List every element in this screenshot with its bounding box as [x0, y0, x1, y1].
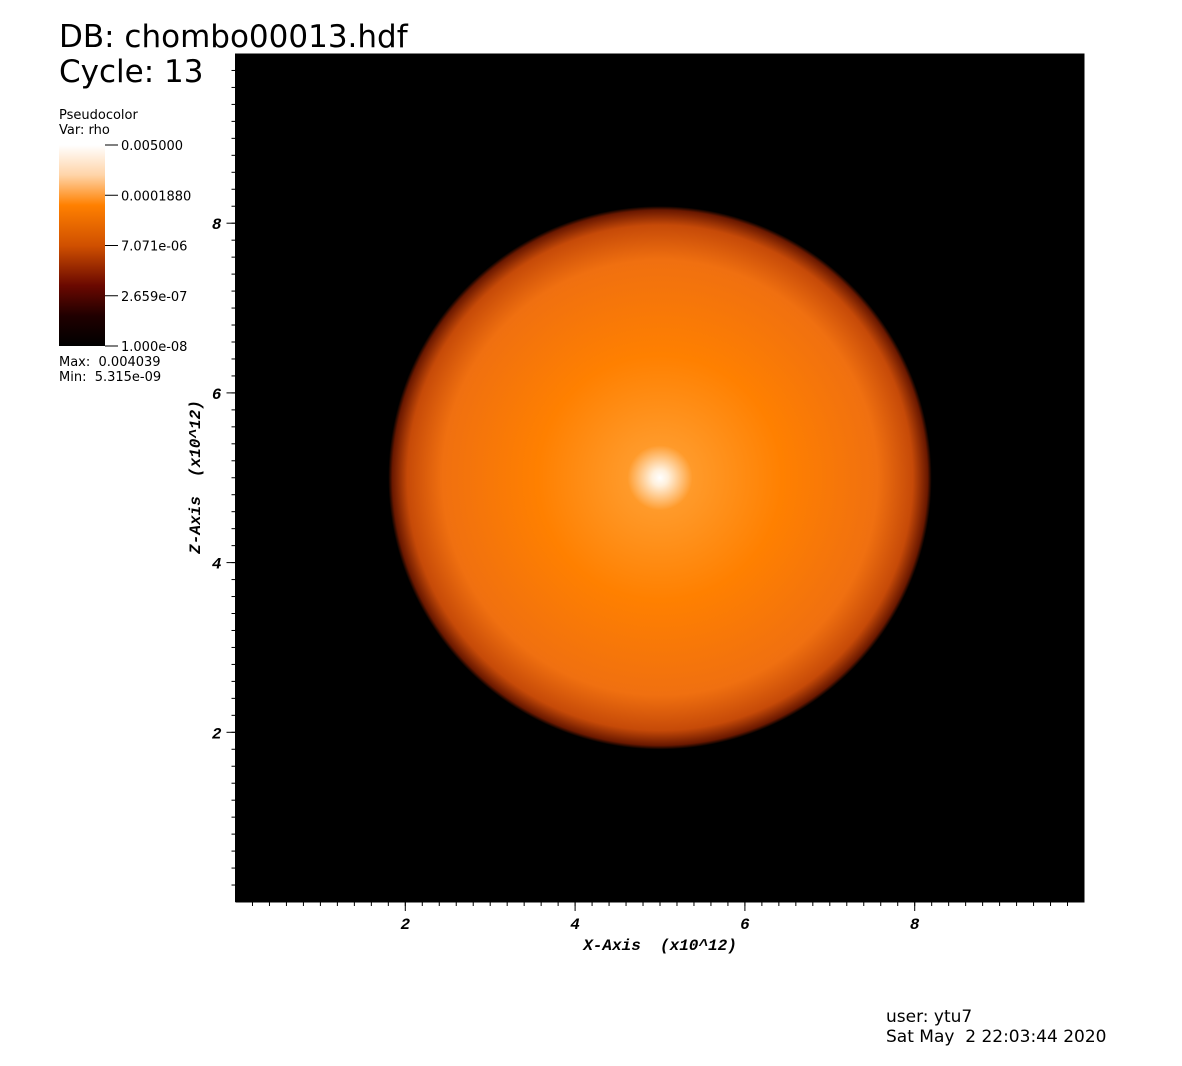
x-tick-label: 2 — [400, 916, 410, 934]
legend-plot: Pseudocolor — [59, 108, 138, 123]
x-tick-label: 8 — [910, 916, 920, 934]
y-tick-label: 6 — [212, 386, 222, 404]
colorbar-tick-label: 0.0001880 — [121, 189, 191, 204]
user: user: ytu7 — [886, 1007, 972, 1027]
subtitle: Cycle: 13 — [59, 54, 203, 90]
y-tick-label: 4 — [212, 556, 222, 574]
colorbar — [59, 145, 105, 346]
y-tick-label: 8 — [212, 216, 222, 234]
date: Sat May 2 22:03:44 2020 — [886, 1027, 1106, 1047]
density-sphere — [388, 206, 932, 750]
legend-var: Var: rho — [59, 123, 110, 138]
colorbar-tick-label: 2.659e-07 — [121, 290, 187, 305]
title: DB: chombo00013.hdf — [59, 19, 409, 55]
y-tick-label: 2 — [212, 725, 222, 743]
colorbar-tick-label: 1.000e-08 — [121, 340, 187, 355]
y-axis-label: Z-Axis (x10^12) — [187, 400, 205, 555]
x-axis-label: X-Axis (x10^12) — [582, 937, 737, 955]
x-tick-label: 4 — [570, 916, 580, 934]
legend-max: Max: 0.004039 — [59, 355, 161, 370]
colorbar-tick-label: 7.071e-06 — [121, 240, 187, 255]
colorbar-tick-label: 0.005000 — [121, 139, 183, 154]
x-tick-label: 6 — [740, 916, 750, 934]
legend-min: Min: 5.315e-09 — [59, 370, 161, 385]
